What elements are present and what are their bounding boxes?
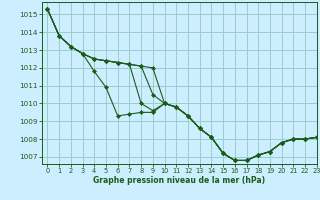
X-axis label: Graphe pression niveau de la mer (hPa): Graphe pression niveau de la mer (hPa) bbox=[93, 176, 265, 185]
